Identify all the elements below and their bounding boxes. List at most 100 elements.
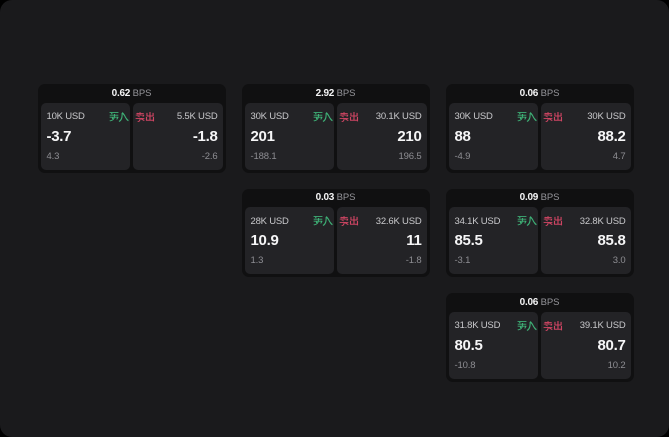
buy-delta: -4.9 xyxy=(454,150,471,162)
buy-price: 85.5 xyxy=(454,232,483,249)
sell-delta: 4.7 xyxy=(612,150,626,162)
sell-panel[interactable]: 卖出 39.1K USD 80.7 10.2 xyxy=(540,311,631,379)
buy-panel[interactable]: 31.8K USD 买入 80.5 -10.8 xyxy=(448,311,539,379)
sell-delta: -2.6 xyxy=(201,150,218,162)
sell-size: 30K USD xyxy=(587,111,626,122)
sell-delta: -1.8 xyxy=(405,255,422,266)
sell-price: 88.2 xyxy=(597,127,626,145)
buy-size: 28K USD xyxy=(250,215,289,227)
buy-delta: -188.1 xyxy=(250,150,277,162)
buy-sell-panels: 10K USD 买入 -3.7 4.3 卖出 5.5K USD -1.8 -2.… xyxy=(38,102,226,173)
sell-side-label: 卖出 xyxy=(543,216,563,226)
sell-side-label: 卖出 xyxy=(135,111,155,122)
size-row: 卖出 5.5K USD xyxy=(135,111,218,123)
sell-price: 85.8 xyxy=(597,232,626,249)
sell-panel[interactable]: 卖出 32.6K USD 11 -1.8 xyxy=(336,207,427,274)
sell-price: 210 xyxy=(397,127,422,145)
buy-panel[interactable]: 34.1K USD 买入 85.5 -3.1 xyxy=(448,207,539,274)
sell-label-glyphs xyxy=(543,216,563,226)
spread-value: 0.62 xyxy=(111,87,131,99)
buy-price: 10.9 xyxy=(250,232,279,249)
sell-side-label: 卖出 xyxy=(339,216,359,226)
sell-side-label: 卖出 xyxy=(543,111,563,122)
size-row: 34.1K USD 买入 xyxy=(455,215,537,227)
buy-label-glyphs xyxy=(517,111,537,122)
sell-size: 5.5K USD xyxy=(176,111,218,122)
sell-size: 39.1K USD xyxy=(579,320,626,331)
size-row: 卖出 32.8K USD xyxy=(543,215,626,227)
buy-size: 10K USD xyxy=(46,111,85,122)
size-row: 31.8K USD 买入 xyxy=(454,320,537,332)
buy-panel[interactable]: 10K USD 买入 -3.7 4.3 xyxy=(40,102,131,170)
quote-card[interactable]: 0.03 BPS 28K USD 买入 10.9 1.3 卖出 32.6K US… xyxy=(241,188,430,277)
buy-label-glyphs xyxy=(313,216,333,226)
spread-value: 0.09 xyxy=(519,192,539,204)
buy-delta: -3.1 xyxy=(454,255,471,266)
size-row: 10K USD 买入 xyxy=(46,111,129,123)
buy-price: -3.7 xyxy=(46,127,72,145)
sell-delta: 3.0 xyxy=(612,255,626,266)
buy-panel[interactable]: 30K USD 买入 88 -4.9 xyxy=(448,102,539,170)
size-row: 卖出 30.1K USD xyxy=(339,111,422,123)
buy-side-label: 买入 xyxy=(313,111,333,122)
buy-side-label: 买入 xyxy=(517,111,537,122)
buy-size: 31.8K USD xyxy=(454,320,501,331)
size-row: 28K USD 买入 xyxy=(250,215,333,227)
buy-sell-panels: 28K USD 买入 10.9 1.3 卖出 32.6K USD 11 -1.8 xyxy=(242,207,430,277)
spread-header: 0.09 BPS xyxy=(446,189,634,208)
bps-unit-label: BPS xyxy=(336,192,356,204)
bps-unit-label: BPS xyxy=(540,87,560,99)
sell-panel[interactable]: 卖出 32.8K USD 85.8 3.0 xyxy=(540,207,631,274)
spread-value: 0.03 xyxy=(315,192,335,204)
buy-price: 88 xyxy=(454,127,471,145)
buy-price: 80.5 xyxy=(454,336,483,354)
buy-side-label: 买入 xyxy=(517,216,537,226)
sell-label-glyphs xyxy=(135,111,155,122)
bps-unit-label: BPS xyxy=(540,192,560,204)
quote-card[interactable]: 0.09 BPS 34.1K USD 买入 85.5 -3.1 卖出 32.8K… xyxy=(445,188,634,277)
sell-size: 32.8K USD xyxy=(579,215,626,227)
buy-side-label: 买入 xyxy=(109,111,129,122)
bps-unit-label: BPS xyxy=(540,296,560,308)
sell-size: 30.1K USD xyxy=(375,111,422,122)
quote-card[interactable]: 0.06 BPS 31.8K USD 买入 80.5 -10.8 卖出 39.1… xyxy=(445,293,634,382)
quote-card[interactable]: 2.92 BPS 30K USD 买入 201 -188.1 卖出 30.1K … xyxy=(241,84,430,173)
spread-value: 2.92 xyxy=(315,87,335,99)
size-row: 卖出 39.1K USD xyxy=(543,320,626,332)
sell-price: 11 xyxy=(406,232,422,249)
sell-panel[interactable]: 卖出 30K USD 88.2 4.7 xyxy=(540,102,631,170)
sell-price: 80.7 xyxy=(597,336,626,354)
sell-delta: 196.5 xyxy=(398,150,422,162)
quote-card[interactable]: 0.06 BPS 30K USD 买入 88 -4.9 卖出 30K USD 8… xyxy=(445,84,634,173)
sell-side-label: 卖出 xyxy=(339,111,359,122)
buy-label-glyphs xyxy=(517,320,537,331)
size-row: 卖出 32.6K USD xyxy=(339,215,422,227)
buy-sell-panels: 30K USD 买入 88 -4.9 卖出 30K USD 88.2 4.7 xyxy=(446,102,634,173)
buy-size: 30K USD xyxy=(250,111,289,122)
buy-sell-panels: 30K USD 买入 201 -188.1 卖出 30.1K USD 210 1… xyxy=(242,102,430,173)
spread-header: 2.92 BPS xyxy=(242,84,430,103)
quote-card[interactable]: 0.62 BPS 10K USD 买入 -3.7 4.3 卖出 5.5K USD… xyxy=(37,84,226,173)
sell-label-glyphs xyxy=(339,216,359,226)
buy-label-glyphs xyxy=(109,111,129,122)
sell-delta: 10.2 xyxy=(607,359,626,371)
sell-label-glyphs xyxy=(543,111,563,122)
buy-size: 30K USD xyxy=(454,111,493,122)
sell-panel[interactable]: 卖出 30.1K USD 210 196.5 xyxy=(336,102,427,170)
size-row: 卖出 30K USD xyxy=(543,111,626,123)
buy-sell-panels: 34.1K USD 买入 85.5 -3.1 卖出 32.8K USD 85.8… xyxy=(446,207,634,277)
buy-panel[interactable]: 30K USD 买入 201 -188.1 xyxy=(244,102,335,170)
buy-sell-panels: 31.8K USD 买入 80.5 -10.8 卖出 39.1K USD 80.… xyxy=(446,311,634,382)
buy-label-glyphs xyxy=(517,216,537,226)
bps-unit-label: BPS xyxy=(336,87,356,99)
size-row: 30K USD 买入 xyxy=(454,111,537,123)
bps-unit-label: BPS xyxy=(132,87,152,99)
buy-label-glyphs xyxy=(313,111,333,122)
sell-side-label: 卖出 xyxy=(543,320,563,331)
sell-panel[interactable]: 卖出 5.5K USD -1.8 -2.6 xyxy=(132,102,223,170)
spread-header: 0.06 BPS xyxy=(446,293,634,312)
sell-label-glyphs xyxy=(543,320,563,331)
size-row: 30K USD 买入 xyxy=(250,111,333,123)
buy-panel[interactable]: 28K USD 买入 10.9 1.3 xyxy=(244,207,335,274)
spread-header: 0.03 BPS xyxy=(242,189,430,208)
